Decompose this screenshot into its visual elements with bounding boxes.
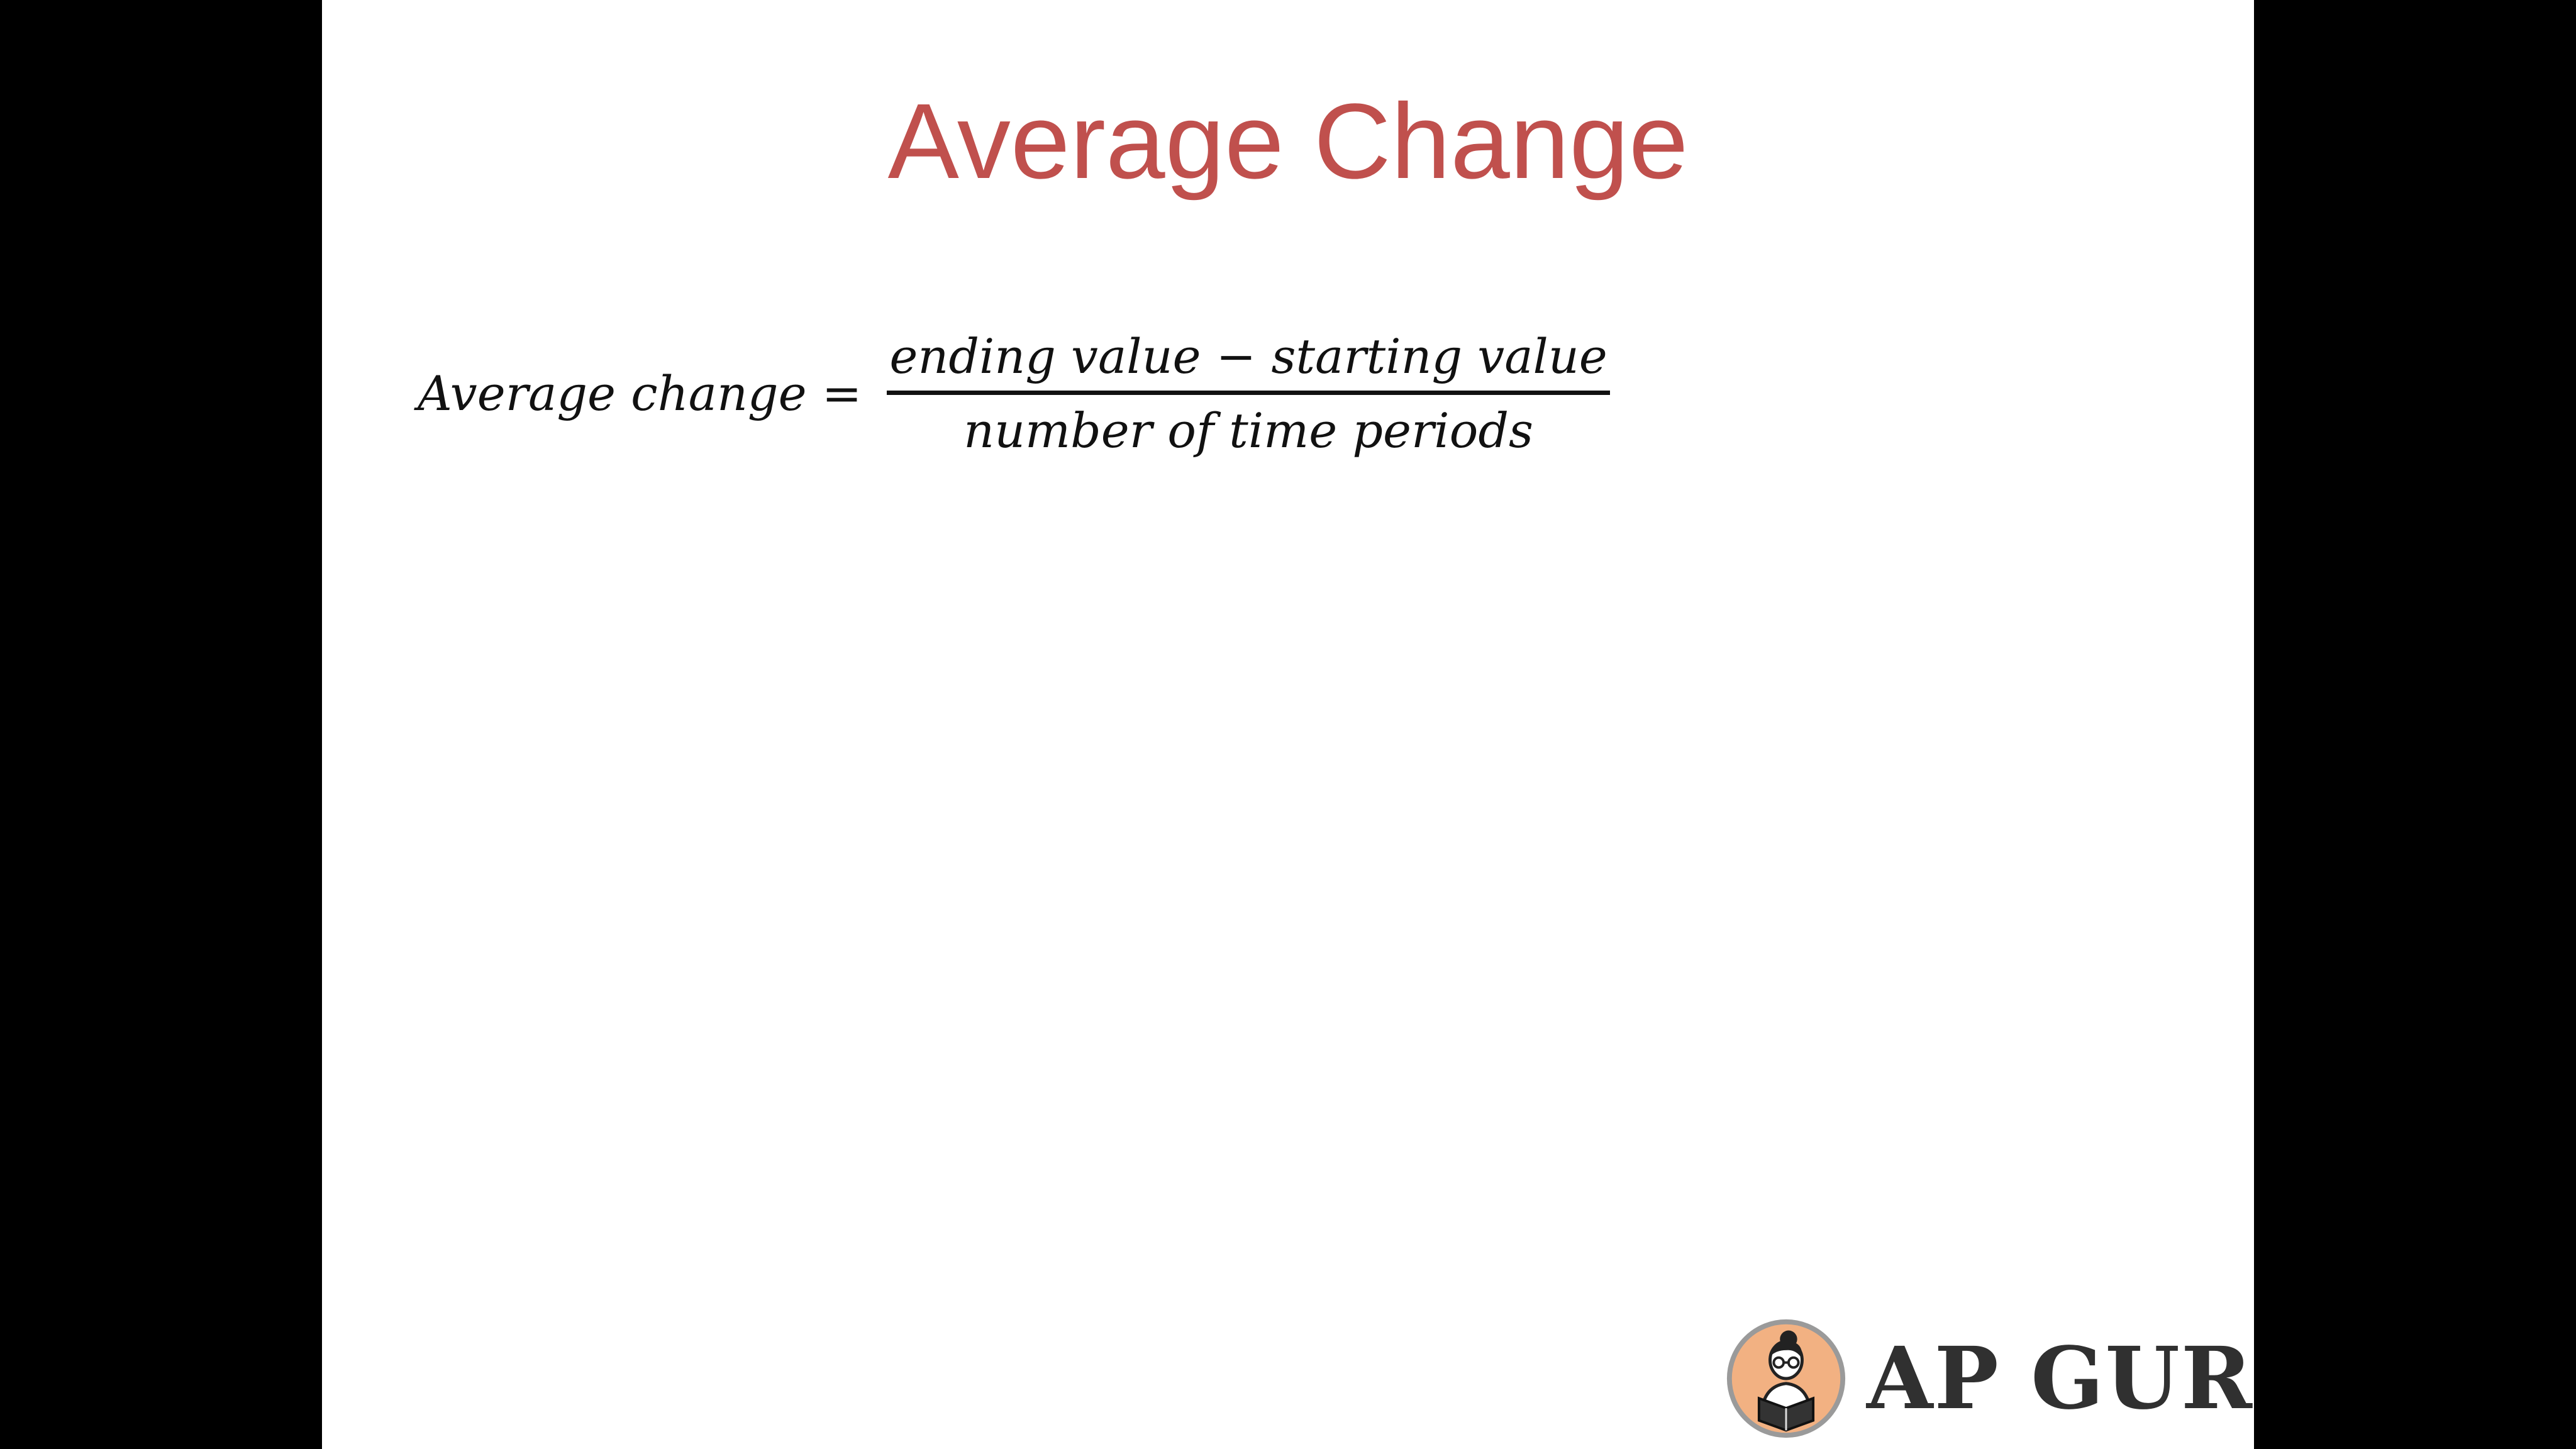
fraction-bar (887, 390, 1610, 395)
average-change-formula: Average change = ending value − starting… (418, 318, 1610, 469)
formula-lhs: Average change = (418, 365, 862, 421)
logo-text: AP GURU (1867, 1328, 2254, 1429)
ap-guru-logo: AP GURU (1724, 1312, 2254, 1445)
slide-canvas: Average Change Average change = ending v… (322, 0, 2254, 1449)
reading-person-badge-icon (1726, 1319, 1846, 1438)
formula-fraction: ending value − starting value number of … (887, 328, 1610, 458)
formula-numerator: ending value − starting value (889, 328, 1607, 384)
formula-denominator: number of time periods (963, 402, 1533, 458)
slide-title: Average Change (887, 82, 1689, 201)
